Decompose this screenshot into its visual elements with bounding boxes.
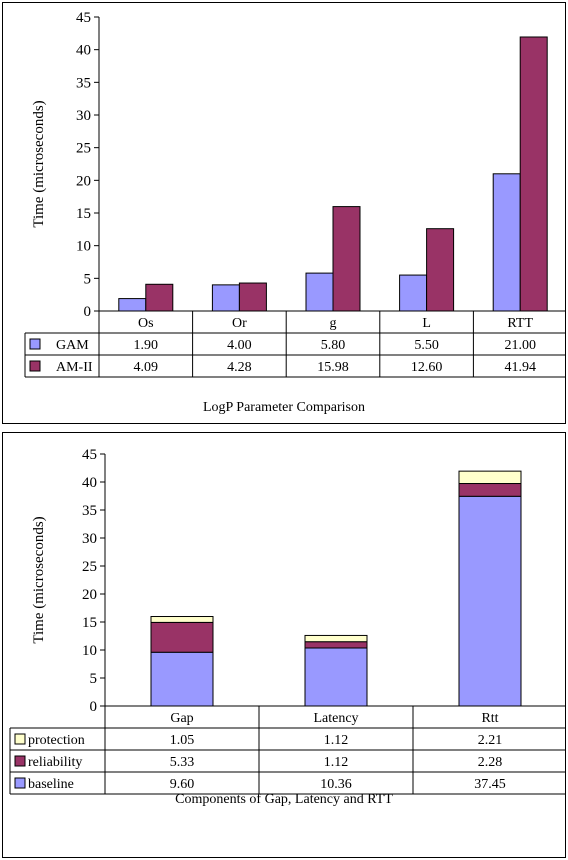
y-tick-label: 30	[82, 531, 97, 547]
chart-caption: LogP Parameter Comparison	[203, 400, 365, 415]
legend-label-baseline: baseline	[28, 777, 74, 792]
bar-baseline-gap	[150, 651, 214, 707]
y-tick-label: 0	[90, 699, 98, 715]
bar-am-ii-os	[145, 283, 174, 312]
data-label-reliability-rtt: 2.28	[478, 755, 503, 770]
data-label-gam-g: 5.80	[321, 338, 346, 353]
data-label-protection-latency: 1.12	[324, 733, 349, 748]
chart-panel-logp: 0 5 10 15 20 25 30 35 40 45 Time (microseconds) Os O…	[2, 2, 566, 424]
data-label-gam-l: 5.50	[414, 338, 439, 353]
y-tick-label: 15	[76, 206, 91, 222]
category-label-rtt: Rtt	[481, 711, 498, 726]
y-tick-label: 10	[82, 643, 97, 659]
bar-reliability-gap	[150, 621, 214, 653]
y-tick-label: 10	[76, 239, 91, 255]
y-tick-label: 40	[76, 43, 91, 59]
bar-am-ii-rtt	[519, 36, 548, 312]
legend-swatch-baseline	[14, 777, 26, 789]
data-label-baseline-gap: 9.60	[170, 777, 195, 792]
bar-reliability-rtt	[458, 483, 522, 497]
data-label-am-ii-g: 15.98	[317, 360, 349, 375]
data-label-gam-os: 1.90	[134, 338, 159, 353]
y-tick-label: 15	[82, 615, 97, 631]
category-label-os: Os	[138, 316, 154, 331]
bar-gam-g	[305, 272, 334, 312]
bar-protection-gap	[150, 616, 214, 623]
data-label-am-ii-or: 4.28	[227, 360, 252, 375]
data-label-am-ii-l: 12.60	[411, 360, 443, 375]
bar-gam-os	[118, 298, 147, 312]
legend-swatch-reliability	[14, 755, 26, 767]
legend-label-gam: GAM	[56, 338, 89, 353]
category-label-or: Or	[232, 316, 247, 331]
chart-caption: Components of Gap, Latency and RTT	[175, 792, 393, 807]
y-tick-label: 45	[82, 447, 97, 463]
bar-am-ii-l	[426, 228, 455, 312]
y-tick-label: 0	[84, 304, 92, 320]
category-label-rtt: RTT	[507, 316, 533, 331]
bar-baseline-rtt	[458, 495, 522, 707]
bar-baseline-latency	[304, 647, 368, 707]
y-tick-label: 5	[84, 271, 92, 287]
data-label-am-ii-rtt: 41.94	[504, 360, 536, 375]
data-label-protection-gap: 1.05	[170, 733, 195, 748]
data-label-baseline-rtt: 37.45	[474, 777, 506, 792]
components-chart-svg: 0 5 10 15 20 25 30 35 40 45 Time (microseconds) Gap…	[9, 447, 565, 807]
chart-panel-components: 0 5 10 15 20 25 30 35 40 45 Time (microseconds) Gap…	[2, 432, 566, 858]
bar-gam-rtt	[492, 173, 521, 312]
legend-swatch-gam	[29, 338, 41, 350]
bar-protection-rtt	[458, 470, 522, 485]
category-label-l: L	[422, 316, 431, 331]
data-label-reliability-latency: 1.12	[324, 755, 349, 770]
data-label-gam-or: 4.00	[227, 338, 252, 353]
bar-am-ii-g	[332, 206, 361, 312]
y-tick-label: 25	[76, 141, 91, 157]
y-tick-label: 35	[76, 75, 91, 91]
bar-protection-latency	[304, 634, 368, 643]
legend-label-protection: protection	[28, 733, 85, 748]
y-axis-title: Time (microseconds)	[31, 100, 47, 227]
y-axis-title: Time (microseconds)	[31, 516, 47, 643]
category-label-g: g	[330, 316, 337, 331]
bar-am-ii-or	[238, 282, 267, 312]
category-label-latency: Latency	[313, 711, 358, 726]
bar-reliability-latency	[304, 641, 368, 649]
y-tick-label: 40	[82, 475, 97, 491]
data-label-baseline-latency: 10.36	[320, 777, 352, 792]
y-tick-label: 20	[82, 587, 97, 603]
y-tick-label: 20	[76, 173, 91, 189]
data-label-am-ii-os: 4.09	[134, 360, 159, 375]
legend-label-am-ii: AM-II	[56, 360, 93, 375]
data-label-protection-rtt: 2.21	[478, 733, 503, 748]
data-label-gam-rtt: 21.00	[504, 338, 536, 353]
logp-chart-svg: 0 5 10 15 20 25 30 35 40 45 Time (microseconds) Os O…	[24, 10, 565, 415]
legend-swatch-am-ii	[29, 360, 41, 372]
y-tick-label: 5	[90, 671, 98, 687]
bar-gam-or	[211, 284, 240, 312]
y-tick-label: 30	[76, 108, 91, 124]
category-label-gap: Gap	[170, 711, 193, 726]
legend-swatch-protection	[14, 733, 26, 745]
data-label-reliability-gap: 5.33	[170, 755, 195, 770]
y-tick-label: 45	[76, 10, 91, 26]
legend-label-reliability: reliability	[28, 755, 82, 770]
y-tick-label: 35	[82, 503, 97, 519]
y-tick-label: 25	[82, 559, 97, 575]
bar-gam-l	[399, 274, 428, 312]
